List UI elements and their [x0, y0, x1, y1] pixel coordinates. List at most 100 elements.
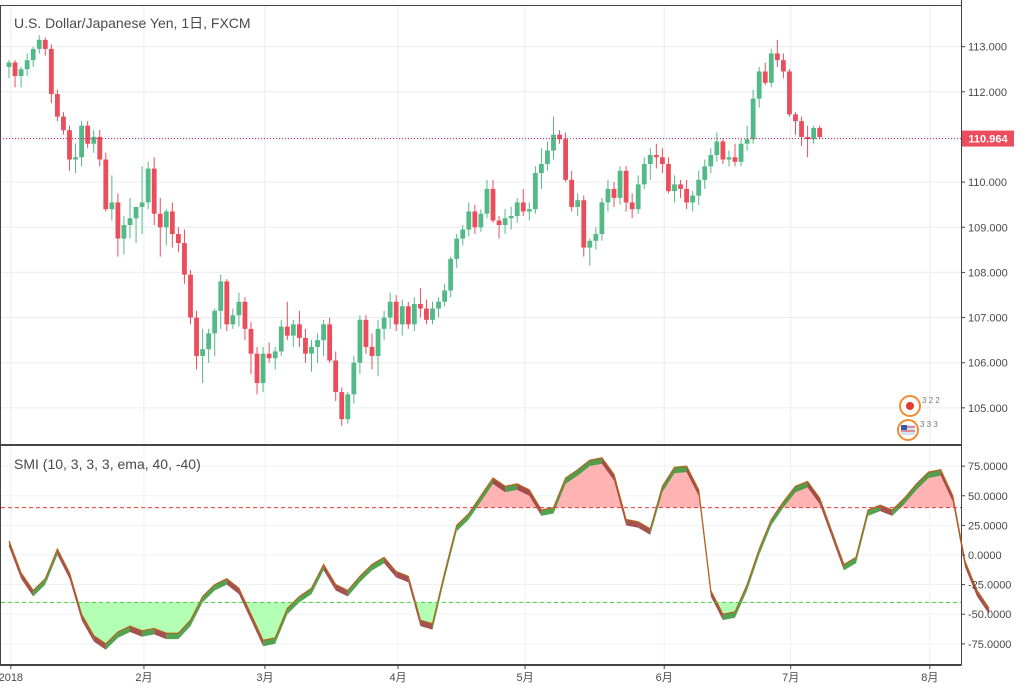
candle	[151, 157, 157, 225]
candle	[587, 238, 593, 266]
smi-ribbon-segment	[226, 578, 239, 595]
smi-ribbon-segment	[795, 481, 808, 493]
candle-body	[42, 39, 48, 49]
candle-body	[284, 326, 290, 336]
candle	[545, 141, 550, 171]
candle	[369, 333, 375, 370]
candle	[653, 143, 659, 169]
candle	[762, 62, 768, 86]
candle	[12, 60, 18, 88]
candle-body	[756, 71, 762, 99]
candle-body	[454, 238, 460, 259]
japan-flag-icon[interactable]: 3 2 2	[899, 395, 940, 417]
candle	[61, 112, 66, 135]
smi-ribbon-segment	[323, 564, 336, 591]
candle	[254, 346, 260, 395]
candle-body	[218, 281, 224, 311]
candlestick-series	[6, 35, 823, 426]
candle	[484, 179, 490, 219]
candle-body	[611, 188, 617, 198]
smi-ribbon-segment	[93, 635, 106, 650]
candle	[605, 179, 611, 212]
japan-event-count: 3 2 2	[922, 396, 940, 405]
candle	[575, 193, 581, 216]
candle-body	[97, 136, 103, 160]
candle-body	[817, 127, 823, 137]
candle-body	[623, 170, 629, 203]
candle	[569, 170, 575, 212]
candle	[557, 130, 562, 144]
smi-tick-label: 50.0000	[968, 491, 1008, 503]
price-tick-label: 105.000	[968, 403, 1008, 415]
candle-body	[381, 317, 387, 329]
smi-tick-label: -25.0000	[968, 580, 1011, 592]
smi-ribbon-segment	[577, 460, 590, 476]
candle	[720, 139, 726, 165]
candle	[502, 209, 508, 235]
candle	[97, 130, 103, 167]
candle-body	[708, 155, 714, 167]
candle	[115, 193, 121, 257]
price-tick-label: 110.000	[968, 177, 1007, 189]
candle	[242, 297, 248, 341]
candle-body	[605, 188, 611, 203]
candle-body	[781, 60, 786, 72]
candle-body	[442, 290, 447, 302]
candle-body	[212, 310, 218, 334]
candle	[327, 317, 333, 363]
candle-body	[115, 202, 121, 239]
candle	[278, 319, 284, 356]
smi-ribbon-segment	[57, 549, 70, 579]
time-tick-label: 2月	[135, 672, 152, 684]
candle-body	[532, 173, 538, 210]
candle	[726, 150, 732, 167]
candle	[315, 333, 320, 363]
candle	[163, 209, 169, 246]
candle-body	[103, 159, 109, 210]
us-flag-icon[interactable]: 3 3 3	[897, 419, 938, 441]
time-tick-label: 3月	[256, 672, 273, 684]
candle	[339, 387, 345, 426]
candle	[787, 69, 792, 117]
candle-body	[593, 234, 599, 241]
candle-body	[545, 150, 550, 165]
smi-ribbon-segment	[686, 466, 699, 496]
smi-tick-label: 25.0000	[968, 520, 1008, 532]
smi-tick-label: -75.0000	[968, 639, 1011, 651]
candle	[176, 227, 181, 253]
candle-body	[478, 213, 484, 228]
candle-body	[672, 184, 677, 192]
candle-body	[24, 60, 30, 70]
candle-body	[133, 206, 139, 219]
candle-body	[139, 202, 145, 207]
candle-body	[61, 116, 66, 131]
candle-body	[768, 53, 774, 83]
candle-body	[387, 301, 393, 318]
candle	[593, 227, 599, 250]
candle	[188, 270, 193, 325]
candle	[375, 319, 381, 377]
candle	[599, 197, 605, 241]
candle	[36, 35, 42, 54]
candle	[623, 166, 629, 212]
candle	[363, 315, 369, 354]
candle	[684, 179, 689, 210]
candle	[230, 308, 236, 329]
candle-body	[744, 139, 750, 144]
time-tick-label: 6月	[656, 672, 673, 684]
candle	[460, 225, 466, 246]
candle	[48, 44, 54, 104]
candle	[472, 204, 478, 235]
smi-ribbon-segment	[892, 498, 905, 516]
candle	[635, 175, 641, 214]
candle	[496, 215, 502, 239]
candle	[793, 112, 798, 135]
candle-body	[266, 353, 272, 359]
candle	[696, 170, 702, 205]
smi-ribbon-segment	[178, 620, 191, 640]
candle-body	[787, 71, 792, 115]
candle	[24, 53, 30, 76]
candle	[303, 328, 308, 363]
candle-body	[466, 211, 472, 230]
